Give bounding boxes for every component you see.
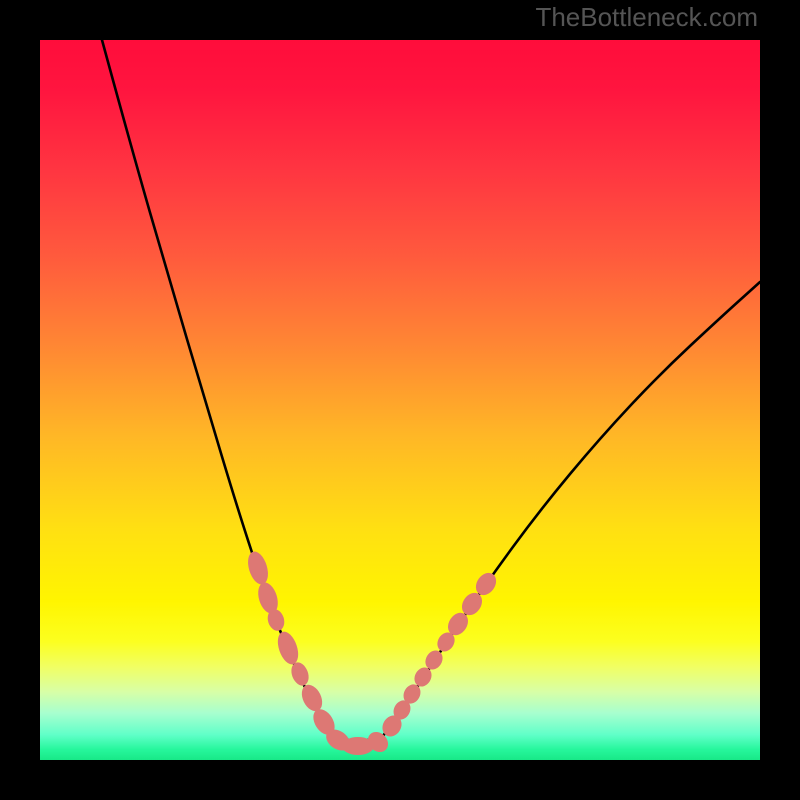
bottleneck-curve xyxy=(102,40,760,740)
curve-layer xyxy=(40,40,760,760)
plot-area xyxy=(40,40,760,760)
chart-stage: TheBottleneck.com xyxy=(0,0,800,800)
bead-group xyxy=(244,549,500,756)
watermark-text: TheBottleneck.com xyxy=(535,2,758,33)
curve-bead xyxy=(274,629,302,667)
curve-bead xyxy=(244,549,271,587)
